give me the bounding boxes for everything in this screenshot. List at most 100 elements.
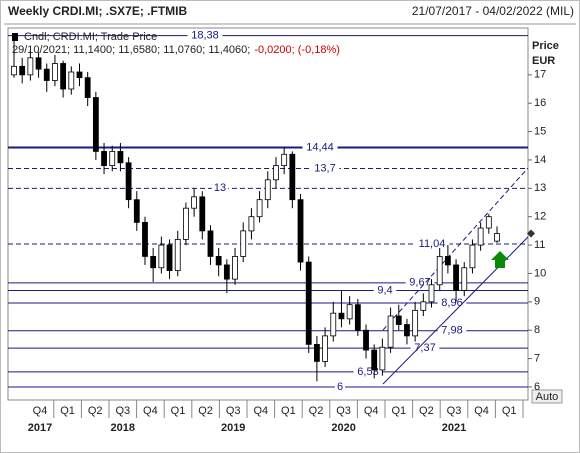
level-label-bg	[437, 324, 467, 337]
candle-body	[371, 349, 378, 371]
candle-body	[379, 346, 386, 371]
candle-body	[248, 216, 255, 232]
x-tick-label: Q4	[474, 405, 489, 417]
x-tick-label: Q3	[115, 405, 130, 417]
candle-body	[420, 301, 427, 311]
x-tick-label: Q1	[281, 405, 296, 417]
candle-body	[346, 304, 353, 320]
candle-body	[133, 199, 140, 223]
candle-body	[485, 216, 492, 229]
candle-body	[289, 153, 296, 201]
year-label: 2020	[331, 422, 355, 434]
candle-body	[232, 256, 238, 280]
y-axis-label: Price	[532, 40, 559, 52]
year-label: 2017	[28, 422, 52, 434]
legend-swatch	[12, 33, 18, 41]
candle-body	[338, 312, 345, 320]
candle-body	[240, 230, 247, 257]
candle-body	[436, 256, 443, 286]
x-tick-label: Q1	[391, 405, 406, 417]
candle-body	[477, 227, 484, 246]
candle-body	[264, 179, 271, 201]
candle-body	[92, 97, 99, 152]
candle-body	[215, 256, 222, 266]
level-label-bg	[310, 162, 340, 175]
x-tick-label: Q1	[171, 405, 186, 417]
level-label: 7,37	[414, 342, 435, 354]
x-tick-label: Q3	[447, 405, 462, 417]
y-tick-label: 10	[534, 267, 546, 279]
candle-body	[142, 221, 148, 257]
candle-body	[174, 239, 181, 272]
candle-body	[68, 71, 75, 90]
year-label: 2018	[111, 422, 135, 434]
candle-body	[35, 57, 42, 70]
level-label: 13,7	[314, 162, 335, 174]
year-label: 2021	[442, 422, 466, 434]
level-label-bg	[410, 342, 440, 355]
candle-body	[101, 151, 107, 167]
auto-button[interactable]	[531, 389, 563, 404]
candle-body	[412, 309, 419, 337]
x-tick-label: Q2	[419, 405, 434, 417]
y-tick-label: 13	[534, 182, 546, 194]
candle-body	[199, 196, 206, 232]
candle-body	[117, 151, 124, 164]
levels: 18,38 14,44 13,7 13 11,04 9,67 9,4 8,96 7,98 7,37…	[8, 30, 528, 393]
candle-body	[281, 153, 288, 167]
x-tick-label: Q2	[198, 405, 213, 417]
auto-button-label[interactable]: Auto	[536, 391, 559, 403]
candle-body	[191, 196, 198, 209]
candle-body	[166, 244, 173, 272]
candle-body	[223, 264, 230, 280]
candle-body	[322, 335, 328, 362]
candle-body	[125, 162, 132, 201]
candle-body	[494, 233, 500, 242]
level-label: 8,96	[441, 297, 462, 309]
candle-body	[43, 68, 50, 81]
candle-body	[404, 324, 410, 337]
candle-body	[11, 65, 17, 76]
x-tick-label: Q2	[309, 405, 324, 417]
candles	[11, 35, 500, 382]
y-tick-label: 11	[534, 239, 545, 251]
level-label: 11,04	[419, 238, 446, 250]
candle-body	[19, 65, 26, 76]
x-tick-label: Q4	[143, 405, 158, 417]
y-tick-label: 17	[534, 69, 546, 81]
candle-body	[395, 315, 402, 325]
x-tick-label: Q4	[33, 405, 48, 417]
info: 29/10/2021; 11,1400; 11,6580; 11,0760; 1…	[12, 44, 340, 56]
candle-body	[305, 261, 312, 345]
level-label-bg	[302, 141, 338, 154]
candle-body	[109, 151, 116, 167]
candle-body	[60, 63, 67, 90]
x-tick-label: Q2	[88, 405, 103, 417]
level-label: 9,4	[377, 284, 392, 296]
y-tick-label: 6	[534, 381, 540, 393]
x-tick-label: Q3	[336, 405, 351, 417]
y-tick-label: 9	[534, 296, 540, 308]
candle-body	[76, 71, 83, 79]
level-label-bg	[334, 380, 346, 393]
level-label: 18,38	[191, 30, 219, 42]
candle-body	[354, 304, 361, 331]
candle-body	[363, 329, 369, 351]
level-label-bg	[405, 276, 435, 289]
x-tick-label: Q3	[226, 405, 241, 417]
y-axis-unit: EUR	[532, 55, 555, 67]
x-tick-label: Q1	[502, 405, 517, 417]
last-price-marker	[527, 229, 535, 238]
plot-frame	[7, 27, 529, 401]
level-label: 13	[214, 182, 226, 194]
candle-body	[256, 199, 263, 218]
info-change: -0,0200; (-0,18%)	[254, 44, 340, 56]
candle-body	[428, 284, 435, 303]
level-label: 7,98	[441, 325, 462, 337]
candle-body	[313, 343, 320, 362]
level-label-bg	[414, 237, 450, 250]
candle-body	[453, 264, 459, 291]
candle-body	[387, 315, 394, 348]
